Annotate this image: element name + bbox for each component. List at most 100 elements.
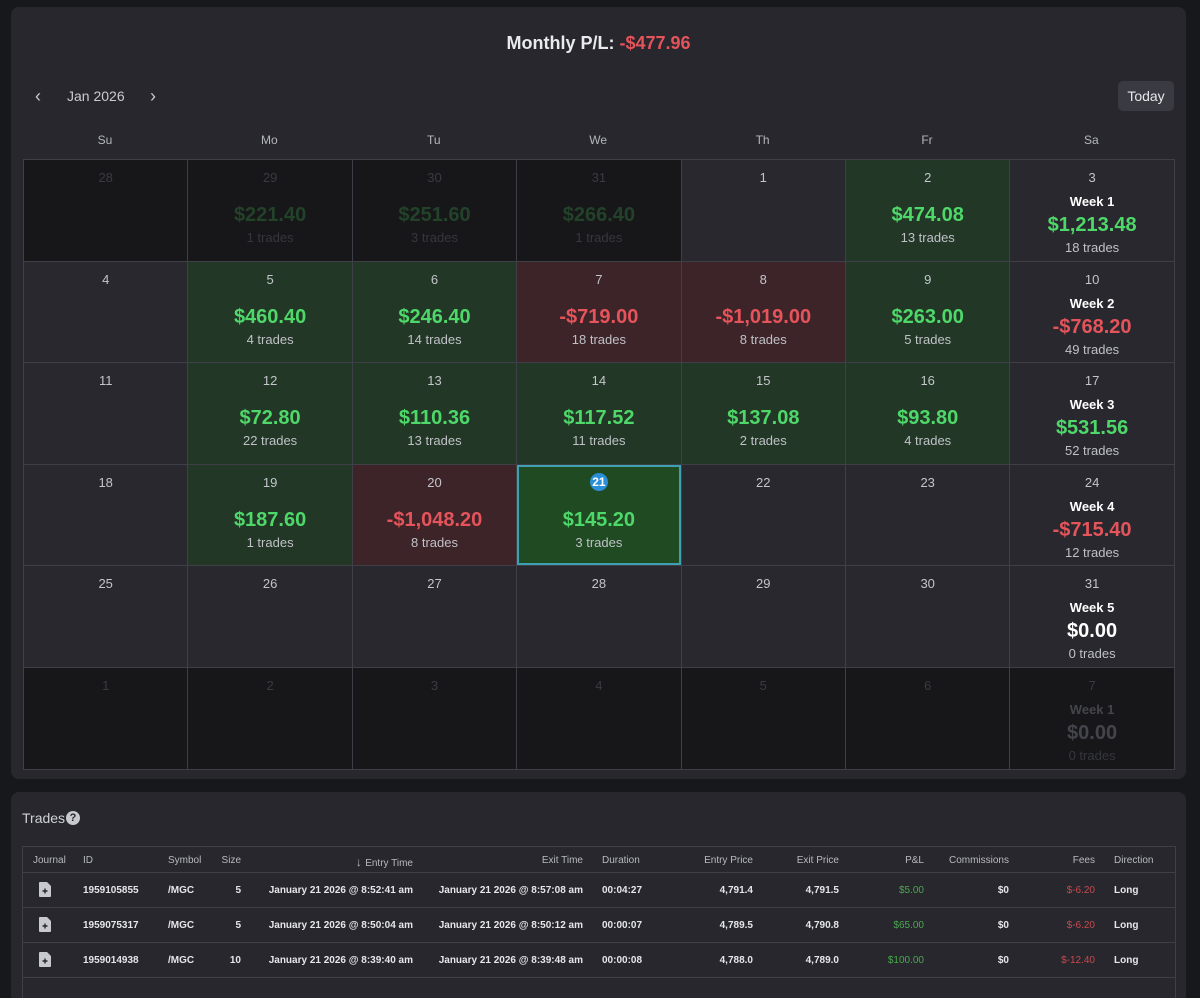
column-header-journal[interactable]: Journal	[33, 855, 66, 866]
trade-count: 3 trades	[575, 534, 623, 550]
today-button[interactable]: Today	[1118, 81, 1174, 111]
calendar-day-cell[interactable]: 7 -$719.00 18 trades	[516, 260, 682, 364]
calendar-day-cell[interactable]: 8 -$1,019.00 8 trades	[680, 260, 846, 364]
cell-entry-price: 4,788.0	[719, 955, 753, 966]
column-header-exit-price[interactable]: Exit Price	[796, 855, 839, 866]
table-row[interactable]: 1959105855/MGC 5 January 21 2026 @ 8:52:41…	[23, 872, 1175, 907]
column-header-fees[interactable]: Fees	[1072, 855, 1095, 866]
week-summary-cell[interactable]: 7 Week 1 $0.00 0 trades	[1009, 667, 1175, 770]
table-row[interactable]: 1959075317/MGC 5 January 21 2026 @ 8:50:04…	[23, 907, 1175, 942]
calendar-day-cell[interactable]: 22	[680, 463, 846, 567]
weekday-th: Th	[755, 133, 770, 147]
cell-commissions: $0	[997, 920, 1009, 931]
calendar-day-cell[interactable]: 6 $246.40 14 trades	[351, 260, 518, 364]
calendar-day-cell[interactable]: 12 $72.80 22 trades	[187, 362, 353, 465]
journal-add-icon[interactable]	[39, 952, 51, 967]
cell-exit-price: 4,790.8	[805, 920, 839, 931]
trade-count: 18 trades	[1064, 240, 1120, 255]
trade-count: 5 trades	[904, 331, 952, 347]
week-summary-cell[interactable]: 31 Week 5 $0.00 0 trades	[1009, 565, 1175, 668]
cell-direction: Long	[1114, 885, 1139, 896]
column-header-size[interactable]: Size	[221, 855, 241, 866]
trade-count: 0 trades	[1068, 748, 1116, 763]
calendar-day-cell[interactable]: 9 $263.00 5 trades	[845, 260, 1011, 364]
calendar-day-cell[interactable]: 28	[23, 159, 189, 262]
day-number: 1	[102, 678, 110, 693]
trade-count: 1 trades	[246, 230, 294, 245]
calendar-day-cell[interactable]: 1	[680, 159, 846, 262]
cell-symbol: /MGC	[168, 955, 195, 966]
trade-count: 2 trades	[739, 433, 787, 449]
cell-pl: $5.00	[898, 885, 924, 896]
pl-amount: $93.80	[897, 407, 959, 430]
journal-add-icon[interactable]	[39, 882, 51, 897]
table-row[interactable]: 1959014938/MGC 10 January 21 2026 @ 8:39:4…	[23, 942, 1175, 977]
journal-add-icon[interactable]	[39, 917, 51, 932]
column-header-symbol[interactable]: Symbol	[168, 855, 202, 866]
calendar-day-cell[interactable]: 16 $93.80 4 trades	[845, 362, 1011, 465]
calendar-day-cell[interactable]: 29	[680, 565, 846, 668]
calendar-day-cell[interactable]: 26	[187, 565, 353, 668]
calendar-day-cell[interactable]: 30 $251.60 3 trades	[351, 159, 518, 262]
calendar-day-cell[interactable]: 28	[516, 565, 682, 668]
column-header-entry-time[interactable]: ↓ Entry Time	[253, 855, 413, 869]
week-summary-cell[interactable]: 17 Week 3 $531.56 52 trades	[1009, 362, 1175, 465]
weekday-su: Su	[97, 133, 113, 147]
cell-symbol: /MGC	[168, 885, 195, 896]
calendar-day-cell[interactable]: 3	[351, 667, 518, 770]
column-header-entry-price[interactable]: Entry Price	[704, 855, 753, 866]
calendar-day-cell[interactable]: 2	[187, 667, 353, 770]
pl-amount: $137.08	[727, 407, 800, 430]
cell-commissions: $0	[997, 955, 1009, 966]
calendar-day-cell[interactable]: 2 $474.08 13 trades	[845, 159, 1011, 262]
column-header-duration[interactable]: Duration	[602, 855, 640, 866]
cell-direction: Long	[1114, 955, 1139, 966]
trade-count: 13 trades	[407, 433, 462, 449]
calendar-day-cell[interactable]: 5 $460.40 4 trades	[187, 260, 353, 364]
trade-count: 52 trades	[1064, 443, 1120, 459]
trades-title: Trades	[22, 810, 66, 826]
week-label: Week 1	[1069, 194, 1115, 209]
calendar-day-cell[interactable]: 31 $266.40 1 trades	[516, 159, 682, 262]
day-number: 27	[427, 576, 442, 592]
week-label: Week 1	[1069, 702, 1115, 717]
day-number: 7	[595, 271, 603, 287]
cell-commissions: $0	[997, 885, 1009, 896]
day-number: 2	[924, 170, 932, 185]
calendar-day-cell[interactable]: 23	[845, 463, 1011, 567]
chevron-left-icon[interactable]: ‹	[35, 86, 41, 106]
week-summary-cell[interactable]: 24 Week 4 -$715.40 12 trades	[1009, 463, 1175, 567]
calendar-day-cell[interactable]: 13 $110.36 13 trades	[351, 362, 518, 465]
calendar-day-cell[interactable]: 6	[845, 667, 1011, 770]
calendar-day-cell[interactable]: 29 $221.40 1 trades	[187, 159, 353, 262]
column-header-id[interactable]: ID	[83, 855, 93, 866]
chevron-right-icon[interactable]: ›	[150, 86, 156, 106]
calendar-day-cell[interactable]: 30	[845, 565, 1011, 668]
help-icon[interactable]: ?	[66, 811, 80, 825]
column-header-p-l[interactable]: P&L	[905, 855, 924, 866]
calendar-day-cell[interactable]: 15 $137.08 2 trades	[680, 362, 846, 465]
column-header-commissions[interactable]: Commissions	[948, 855, 1009, 866]
column-header-direction[interactable]: Direction	[1114, 855, 1154, 866]
pl-amount: $145.20	[562, 508, 636, 531]
calendar-day-cell[interactable]: 18	[23, 463, 189, 567]
calendar-day-cell[interactable]: 21 $145.20 3 trades	[516, 463, 682, 567]
week-summary-cell[interactable]: 3 Week 1 $1,213.48 18 trades	[1009, 159, 1175, 262]
calendar-day-cell[interactable]: 1	[23, 667, 189, 770]
monthly-pl-summary: Monthly P/L: -$477.96	[11, 33, 1186, 54]
calendar-day-cell[interactable]: 20 -$1,048.20 8 trades	[351, 463, 518, 567]
day-number: 8	[759, 271, 767, 287]
cell-duration: 00:00:08	[602, 955, 643, 966]
column-header-exit-time[interactable]: Exit Time	[541, 855, 583, 866]
calendar-day-cell[interactable]: 4	[23, 260, 189, 364]
calendar-day-cell[interactable]: 25	[23, 565, 189, 668]
calendar-day-cell[interactable]: 4	[516, 667, 682, 770]
calendar-day-cell[interactable]: 19 $187.60 1 trades	[187, 463, 353, 567]
trade-count: 3 trades	[411, 230, 458, 245]
trade-count: 11 trades	[572, 433, 626, 449]
week-summary-cell[interactable]: 10 Week 2 -$768.20 49 trades	[1009, 260, 1175, 364]
calendar-day-cell[interactable]: 14 $117.52 11 trades	[516, 362, 682, 465]
calendar-day-cell[interactable]: 27	[351, 565, 518, 668]
calendar-day-cell[interactable]: 11	[23, 362, 189, 465]
calendar-day-cell[interactable]: 5	[680, 667, 846, 770]
